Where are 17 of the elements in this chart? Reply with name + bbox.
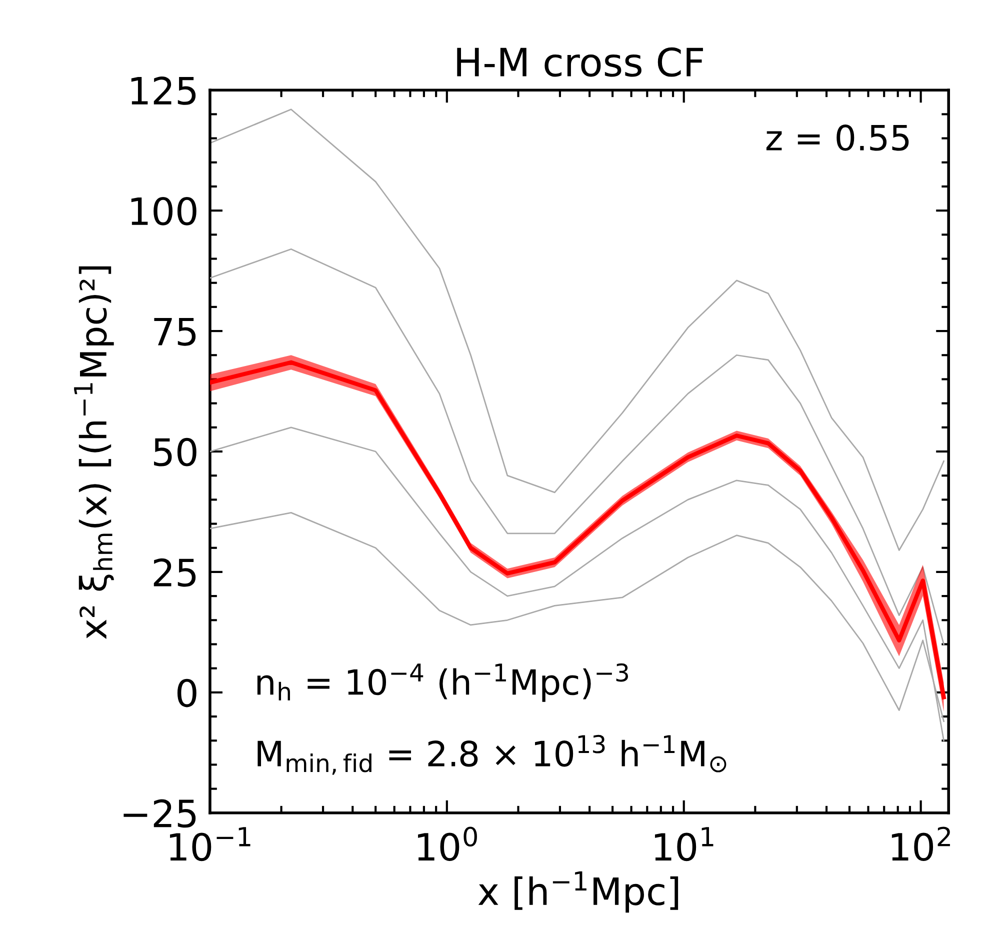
x-tick-label: 10$^{1}$: [654, 827, 714, 862]
y-tick-label: 0: [177, 678, 196, 708]
y-tick-label: −25: [124, 799, 196, 828]
y-tick-label: 25: [154, 558, 196, 587]
x-tick-label: 10$^{−1}$: [170, 827, 250, 862]
x-tick-label: 10$^{0}$: [418, 826, 477, 862]
y-axis-title: x² ξ$_{hm}$(x) [(h$^{−1}$Mpc)²]: [74, 266, 114, 639]
y-tick-label: 75: [154, 318, 196, 346]
annotation: M$_{min,fid}$ = 2.8 × 10$^{13}$ h$^{−1}$M$_{⊙}$: [258, 734, 726, 775]
y-tick-label: 100: [131, 196, 196, 226]
annotation: z = 0.55: [766, 124, 909, 151]
x-tick-label: 10$^{2}$: [892, 826, 950, 862]
x-axis-title: x [h$^{−1}$Mpc]: [478, 871, 678, 913]
annotation: n$_{h}$ = 10$^{−4}$ (h$^{−1}$Mpc)$^{−3}$: [257, 663, 628, 702]
y-tick-label: 125: [131, 76, 196, 105]
y-tick-label: 50: [154, 438, 196, 466]
chart-title: H-M cross CF: [457, 47, 703, 77]
